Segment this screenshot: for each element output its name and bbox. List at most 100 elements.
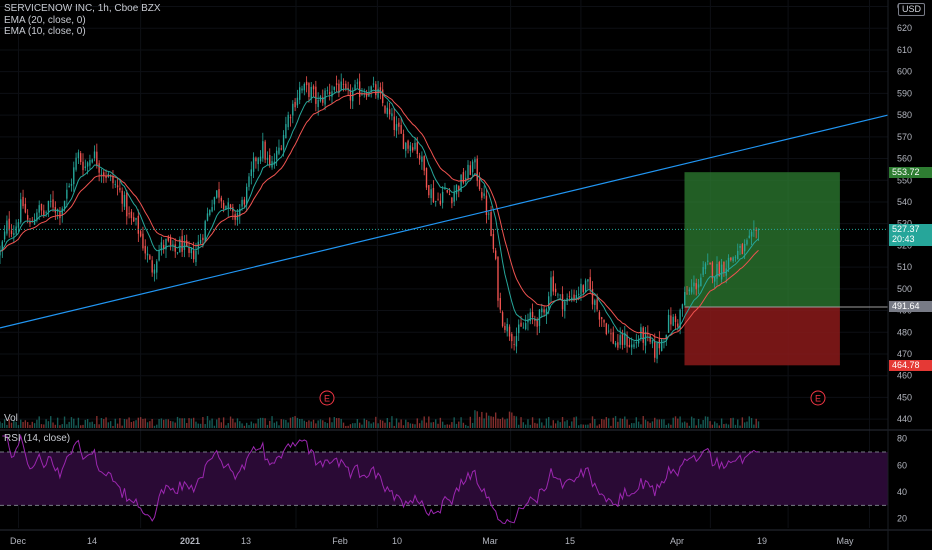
candle-body [702,266,704,275]
candle-body [80,153,82,162]
ema20-legend[interactable]: EMA (20, close, 0) [4,15,86,26]
volume-bar [693,418,695,428]
candle-body [568,296,571,298]
volume-bar [68,421,70,428]
volume-bar [216,419,218,428]
candle-body [165,238,167,250]
candle-body [162,244,165,249]
volume-bar [557,420,559,428]
volume-bar [40,424,43,428]
volume-bar [702,419,704,428]
price-tick-label: 580 [897,110,912,120]
candle-body [494,250,497,259]
candle-body [149,255,151,260]
candle-body [432,187,435,203]
candle-body [229,204,232,209]
time-tick-label: Mar [482,536,498,546]
volume-bar [527,419,529,428]
candle-body [451,197,453,204]
candle-body [278,147,280,154]
volume-bar [465,424,467,428]
candle-body [633,344,635,348]
volume-bar [29,424,31,428]
volume-bar [446,424,448,428]
volume-bar [649,422,651,428]
volume-bar [257,418,259,428]
candle-body [402,133,405,149]
volume-bar [310,421,312,428]
candle-body [352,91,354,102]
candle-body [522,327,525,329]
candle-body [709,262,711,265]
trendline[interactable] [0,114,889,329]
volume-bar [287,422,289,428]
volume-bar [169,420,172,428]
volume-bar [213,425,216,428]
volume-bar [365,419,368,428]
candle-body [621,333,624,345]
volume-bar [275,421,278,428]
volume-bar [596,425,598,428]
rsi-tick-label: 40 [897,487,907,497]
volume-bar [384,422,386,428]
volume-bar [541,422,543,428]
candle-body [333,86,335,90]
candle-body [734,256,737,258]
volume-bar [467,425,469,428]
candle-body [126,192,128,217]
candle-body [660,339,663,351]
volume-bar [285,419,287,428]
volume-bar [571,421,573,428]
volume-bar [206,416,209,428]
volume-bar [80,425,82,428]
candle-body [252,157,255,172]
candle-body [518,324,520,334]
candle-body [63,200,66,209]
symbol-legend[interactable]: SERVICENOW INC, 1h, Cboe BZX [4,3,161,14]
candle-body [695,283,697,290]
volume-bar [361,424,363,428]
volume-bar [312,419,315,428]
volume-bar [418,423,421,428]
target-price-tag: 553.72 [889,166,932,178]
volume-bar [197,423,199,428]
volume-bar [684,421,686,428]
volume-bar [153,425,156,428]
volume-bar [743,422,746,428]
candle-body [24,203,27,213]
candle-body [26,215,29,220]
candle-body [15,226,17,234]
candle-body [156,261,158,273]
volume-bar [617,421,619,428]
candle-body [213,197,216,205]
volume-bar [520,417,522,428]
candle-body [529,312,531,321]
candle-body [598,312,601,320]
candle-body [690,287,693,293]
candle-body [476,158,478,181]
volume-bar [730,418,732,428]
rsi-tick-label: 80 [897,434,907,444]
candle-body [577,293,580,295]
volume-bar [252,423,255,428]
candle-body [582,285,584,293]
stop-price-tag: 464.78 [889,359,932,371]
rsi-legend[interactable]: RSI (14, close) [4,433,71,444]
candle-body [501,312,504,327]
candle-body [591,288,594,305]
price-tick-label: 470 [897,349,912,359]
candle-body [3,231,6,240]
candle-body [393,116,395,130]
volume-legend[interactable]: Vol [4,413,18,424]
candle-body [637,339,640,344]
candle-body [139,231,142,237]
candle-body [96,151,98,166]
long-position-tool[interactable] [684,172,889,366]
currency-badge[interactable]: USD [898,3,926,16]
volume-bar [591,416,594,428]
volume-bar [711,424,714,428]
volume-bar [144,418,146,428]
ema10-legend[interactable]: EMA (10, close, 0) [4,26,86,37]
